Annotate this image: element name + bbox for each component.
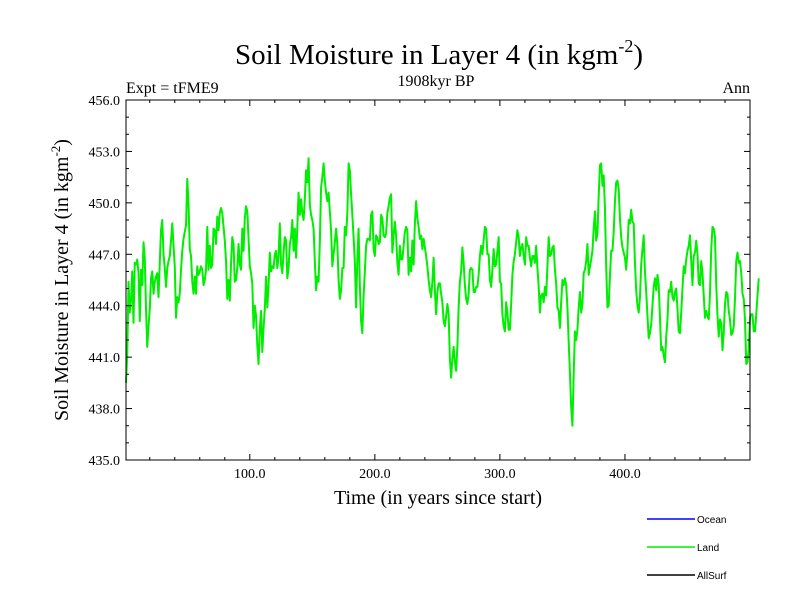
x-tick-label: 100.0 [234, 467, 266, 482]
x-axis-label: Time (in years since start) [334, 487, 542, 509]
chart-title: Soil Moisture in Layer 4 (in kgm-2) [235, 36, 643, 71]
x-tick-label: 400.0 [609, 467, 641, 482]
y-tick-label: 447.0 [89, 248, 121, 263]
legend-label-ocean: Ocean [697, 515, 726, 526]
y-tick-label: 456.0 [89, 94, 121, 109]
season-label: Ann [722, 80, 750, 97]
y-tick-label: 450.0 [89, 197, 121, 212]
series-line-land [125, 157, 760, 427]
series-layer [125, 157, 760, 427]
legend-label-allsurf: AllSurf [697, 571, 727, 582]
x-tick-label: 300.0 [484, 467, 516, 482]
x-tick-label: 200.0 [359, 467, 391, 482]
experiment-label: Expt = tFME9 [126, 80, 219, 97]
tick-layer: 435.0 438.0 441.0 444.0 447.0 450.0 453.0 456.0… [89, 94, 750, 482]
period-label: 1908kyr BP [398, 73, 475, 90]
y-tick-label: 441.0 [89, 351, 121, 366]
plot-frame [125, 99, 751, 461]
legend-label-land: Land [697, 543, 719, 554]
y-tick-label: 438.0 [89, 403, 121, 418]
y-axis-label: Soil Moisture in Layer 4 (in kgm-2) [48, 139, 73, 421]
legend: Ocean Land AllSurf [647, 515, 727, 582]
y-tick-label: 453.0 [89, 145, 121, 160]
y-tick-label: 444.0 [89, 300, 121, 315]
y-tick-label: 435.0 [89, 454, 121, 469]
